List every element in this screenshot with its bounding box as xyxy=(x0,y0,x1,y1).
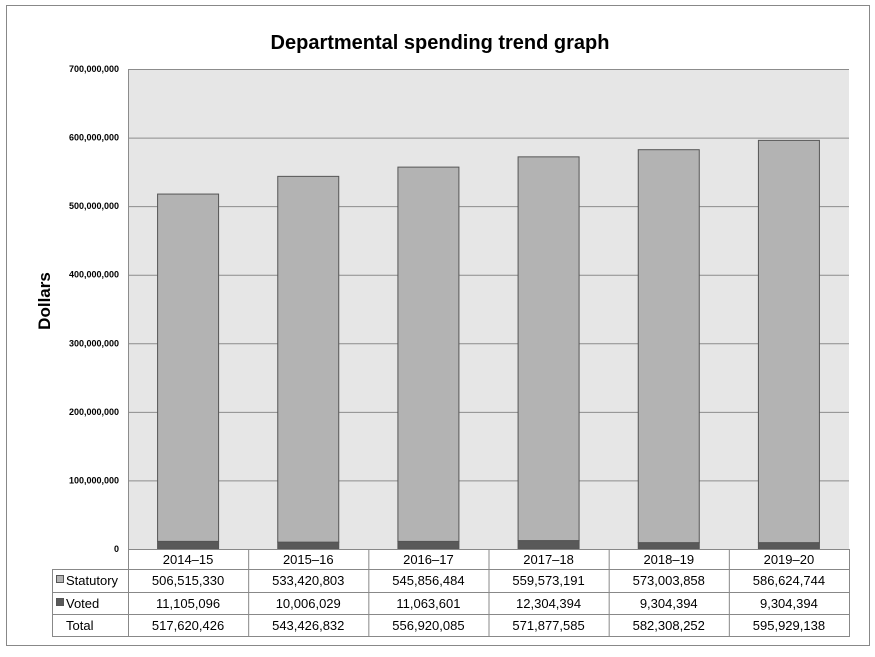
bar-statutory xyxy=(157,193,220,542)
x-category-label: 2017–18 xyxy=(523,552,574,567)
bar-statutory xyxy=(637,149,700,544)
x-category-label: 2018–19 xyxy=(643,552,694,567)
data-label-voted: 11,105,096 xyxy=(156,596,220,611)
x-category-label: 2019–20 xyxy=(764,552,815,567)
data-label-statutory: 533,420,803 xyxy=(272,573,344,588)
chart-title: Departmental spending trend graph xyxy=(271,32,610,54)
bar-statutory xyxy=(517,156,580,542)
data-label-total: 543,426,832 xyxy=(272,618,344,633)
total-row-label: Total xyxy=(66,618,94,633)
plot-area xyxy=(128,69,849,549)
x-category-label: 2016–17 xyxy=(403,552,454,567)
data-label-voted: 10,006,029 xyxy=(276,596,341,611)
data-label-voted: 11,063,601 xyxy=(396,596,460,611)
y-tick-label: 500,000,000 xyxy=(69,201,119,211)
data-label-total: 595,929,138 xyxy=(753,618,825,633)
data-label-statutory: 545,856,484 xyxy=(392,573,464,588)
legend-swatch-voted xyxy=(56,598,64,606)
data-label-total: 556,920,085 xyxy=(392,618,464,633)
data-label-statutory: 506,515,330 xyxy=(152,573,224,588)
data-label-voted: 9,304,394 xyxy=(760,596,818,611)
y-tick-label: 700,000,000 xyxy=(69,64,119,74)
y-axis-label: Dollars xyxy=(35,272,54,330)
bar-statutory xyxy=(757,139,820,544)
data-table-legend-column xyxy=(52,569,129,637)
y-tick-label: 200,000,000 xyxy=(69,407,119,417)
bar-voted xyxy=(637,542,700,550)
bar-voted xyxy=(277,541,340,550)
legend-swatch-statutory xyxy=(56,575,64,583)
x-category-label: 2014–15 xyxy=(163,552,214,567)
y-tick-label: 600,000,000 xyxy=(69,133,119,143)
bar-statutory xyxy=(277,175,340,543)
y-tick-label: 100,000,000 xyxy=(69,475,119,485)
data-label-statutory: 559,573,191 xyxy=(512,573,584,588)
data-label-statutory: 573,003,858 xyxy=(633,573,705,588)
data-label-total: 517,620,426 xyxy=(152,618,224,633)
bar-voted xyxy=(757,542,820,550)
bar-voted xyxy=(157,540,220,550)
y-tick-label: 400,000,000 xyxy=(69,270,119,280)
y-tick-label: 0 xyxy=(114,544,119,554)
y-tick-label: 300,000,000 xyxy=(69,338,119,348)
bar-statutory xyxy=(397,166,460,542)
legend-label-voted: Voted xyxy=(66,596,99,611)
data-label-total: 571,877,585 xyxy=(512,618,584,633)
bar-voted xyxy=(397,540,460,550)
x-category-label: 2015–16 xyxy=(283,552,334,567)
data-label-statutory: 586,624,744 xyxy=(753,573,825,588)
legend-label-statutory: Statutory xyxy=(66,573,119,588)
data-label-voted: 12,304,394 xyxy=(516,596,581,611)
data-label-voted: 9,304,394 xyxy=(640,596,698,611)
data-label-total: 582,308,252 xyxy=(633,618,705,633)
bar-voted xyxy=(517,540,580,550)
